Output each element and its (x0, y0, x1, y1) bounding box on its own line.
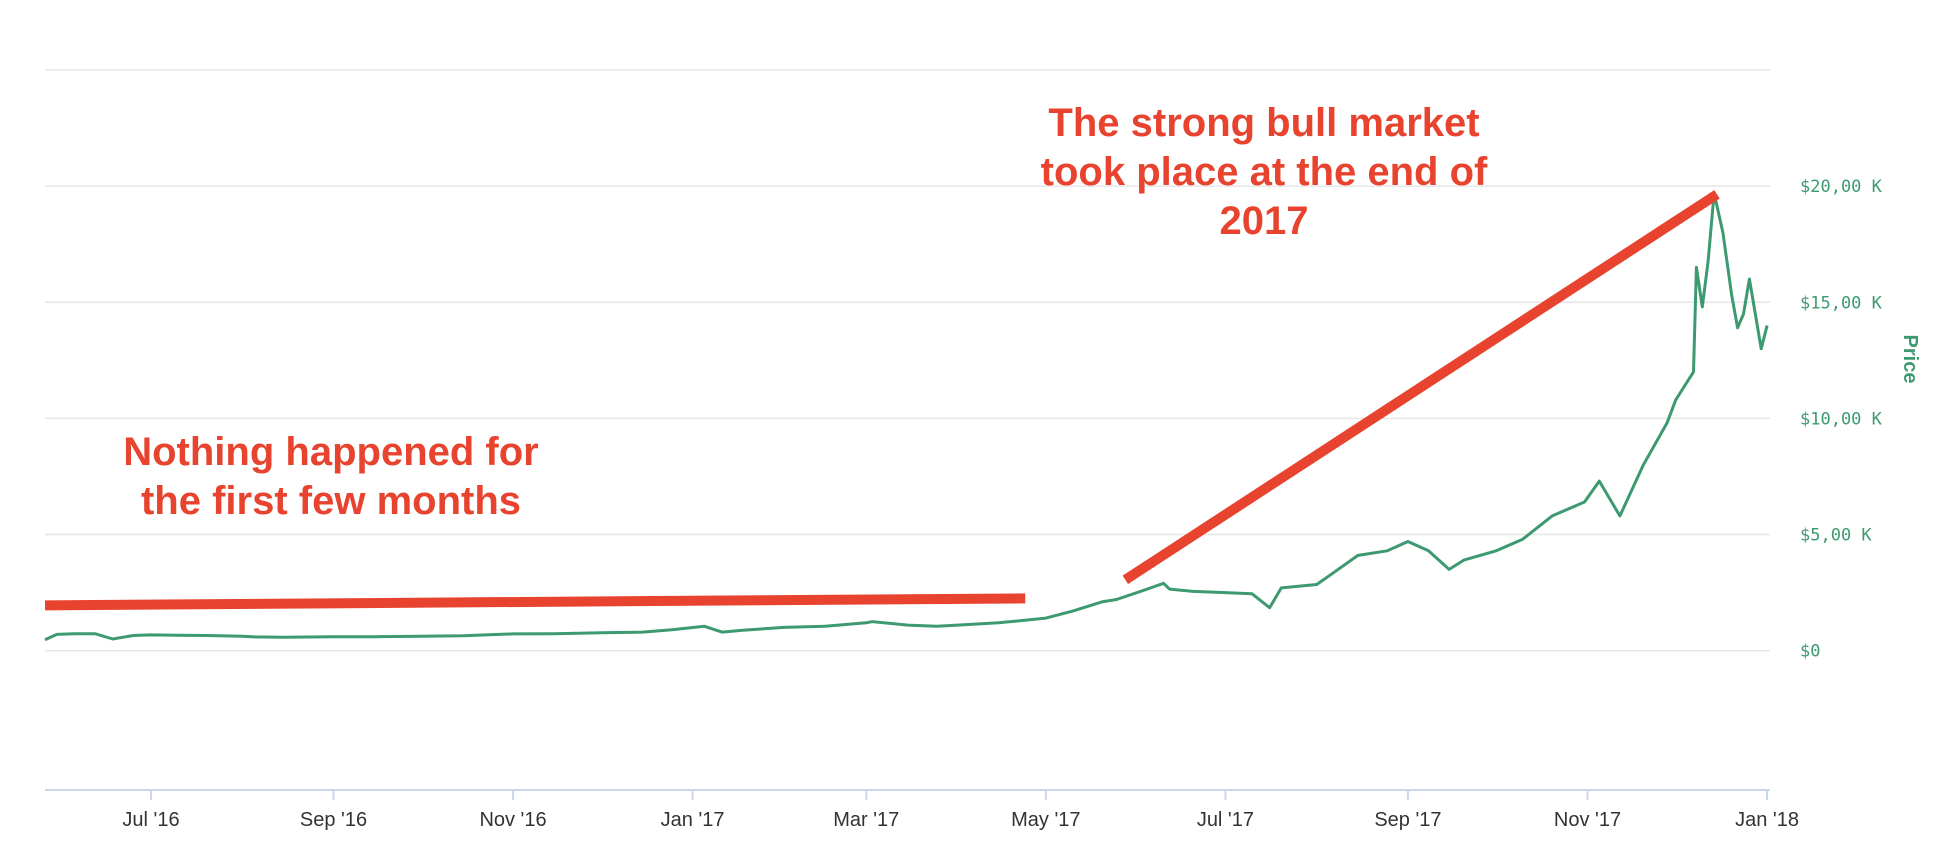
x-tick-label: Nov '16 (479, 809, 546, 831)
y-tick-label: $0 (1800, 642, 1820, 662)
x-tick-label: Nov '17 (1554, 809, 1621, 831)
bull-trend-line (1122, 190, 1720, 584)
x-axis: Jul '16 Sep '16 Nov '16 Jan '17 Mar '17 May '… (45, 789, 1799, 831)
grid (45, 69, 1770, 791)
y-tick-label: $10,00 K (1800, 409, 1883, 429)
annotation-left-line-1: Nothing happened for (123, 430, 539, 474)
x-tick-label: Sep '17 (1374, 809, 1441, 831)
y-tick-label: $5,00 K (1800, 526, 1872, 546)
y-tick-label: $15,00 K (1800, 293, 1883, 313)
x-tick-label: Jul '16 (122, 809, 179, 831)
flat-trend-line (44, 593, 1026, 611)
annotation-left: Nothing happened for the first few month… (123, 430, 539, 523)
annotation-left-line-2: the first few months (141, 479, 521, 523)
x-tick-label: Jan '18 (1735, 809, 1799, 831)
annotation-right-line-1: The strong bull market (1048, 101, 1479, 145)
y-axis-title: Price (1899, 335, 1921, 384)
annotation-right: The strong bull market took place at the… (1041, 101, 1488, 243)
x-tick-label: Mar '17 (833, 809, 899, 831)
price-series-line (44, 191, 1769, 642)
y-tick-label: $20,00 K (1800, 177, 1883, 197)
series-layer (44, 191, 1769, 642)
trend-lines (44, 190, 1720, 611)
y-axis: $0 $5,00 K $10,00 K $15,00 K $20,00 K (1800, 177, 1883, 662)
x-tick-label: Sep '16 (300, 809, 367, 831)
x-tick-label: Jan '17 (661, 809, 725, 831)
x-tick-label: Jul '17 (1197, 809, 1254, 831)
x-tick-label: May '17 (1011, 809, 1080, 831)
annotation-right-line-3: 2017 (1220, 199, 1309, 243)
annotation-right-line-2: took place at the end of (1041, 150, 1488, 194)
